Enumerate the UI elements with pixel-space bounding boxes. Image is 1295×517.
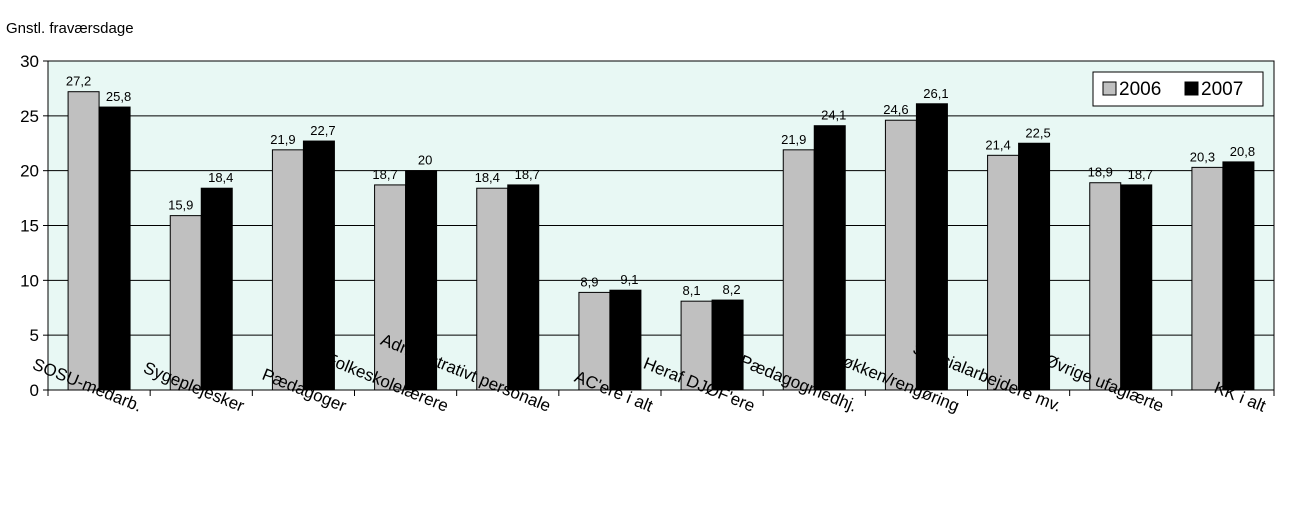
- legend: 2006 2007: [1092, 71, 1264, 107]
- data-label: 24,6: [883, 102, 908, 117]
- y-tick-label: 15: [20, 217, 39, 236]
- data-label: 18,7: [1128, 167, 1153, 182]
- bar-2007-3: [405, 170, 438, 391]
- bar-2006-0: [67, 91, 100, 391]
- data-label: 22,7: [310, 123, 335, 138]
- bar-2007-2: [302, 140, 335, 391]
- data-label: 18,4: [208, 170, 233, 185]
- legend-swatch-2006: [1102, 81, 1117, 96]
- data-label: 20,3: [1190, 149, 1215, 164]
- y-tick-label: 20: [20, 162, 39, 181]
- legend-label: 2006: [1119, 79, 1161, 100]
- data-label: 22,5: [1025, 125, 1050, 140]
- bar-2006-6: [680, 300, 713, 391]
- bar-2006-11: [1191, 166, 1224, 391]
- bar-2007-11: [1222, 161, 1255, 391]
- data-label: 27,2: [66, 74, 91, 89]
- data-label: 9,1: [620, 272, 638, 287]
- bar-2006-3: [374, 184, 407, 391]
- data-label: 20,8: [1230, 144, 1255, 159]
- data-label: 26,1: [923, 86, 948, 101]
- data-label: 25,8: [106, 89, 131, 104]
- legend-label: 2007: [1201, 79, 1243, 100]
- bar-2007-1: [200, 187, 233, 391]
- bar-2007-8: [915, 103, 948, 391]
- bar-2007-5: [609, 289, 642, 391]
- y-tick-label: 25: [20, 107, 39, 126]
- y-tick-label: 0: [30, 381, 39, 400]
- y-axis-label: Gnstl. fraværsdage: [6, 20, 134, 37]
- data-label: 18,7: [372, 167, 397, 182]
- data-label: 24,1: [821, 108, 846, 123]
- legend-swatch-2007: [1184, 81, 1199, 96]
- data-label: 20: [418, 153, 432, 168]
- bar-2007-6: [711, 299, 744, 391]
- bar-2006-9: [987, 154, 1020, 391]
- y-tick-label: 30: [20, 52, 39, 71]
- bar-2006-10: [1089, 182, 1122, 391]
- data-label: 8,2: [723, 282, 741, 297]
- data-label: 21,4: [985, 137, 1010, 152]
- bar-2007-9: [1018, 142, 1051, 391]
- data-label: 21,9: [781, 132, 806, 147]
- bar-2006-2: [271, 149, 304, 391]
- bar-2007-10: [1120, 184, 1153, 391]
- bar-2007-4: [507, 184, 540, 391]
- data-label: 21,9: [270, 132, 295, 147]
- bar-2007-7: [813, 125, 846, 391]
- data-label: 18,4: [475, 170, 500, 185]
- bar-2006-1: [169, 215, 202, 391]
- bar-2006-8: [884, 119, 917, 391]
- data-label: 8,1: [683, 283, 701, 298]
- bar-2006-7: [782, 149, 815, 391]
- data-label: 18,7: [515, 167, 540, 182]
- data-label: 8,9: [580, 274, 598, 289]
- y-tick-label: 5: [30, 326, 39, 345]
- legend-box: [1092, 71, 1264, 107]
- data-label: 18,9: [1088, 165, 1113, 180]
- bar-2007-0: [98, 106, 131, 391]
- y-tick-label: 10: [20, 271, 39, 290]
- data-label: 15,9: [168, 198, 193, 213]
- bar-2006-4: [476, 187, 509, 391]
